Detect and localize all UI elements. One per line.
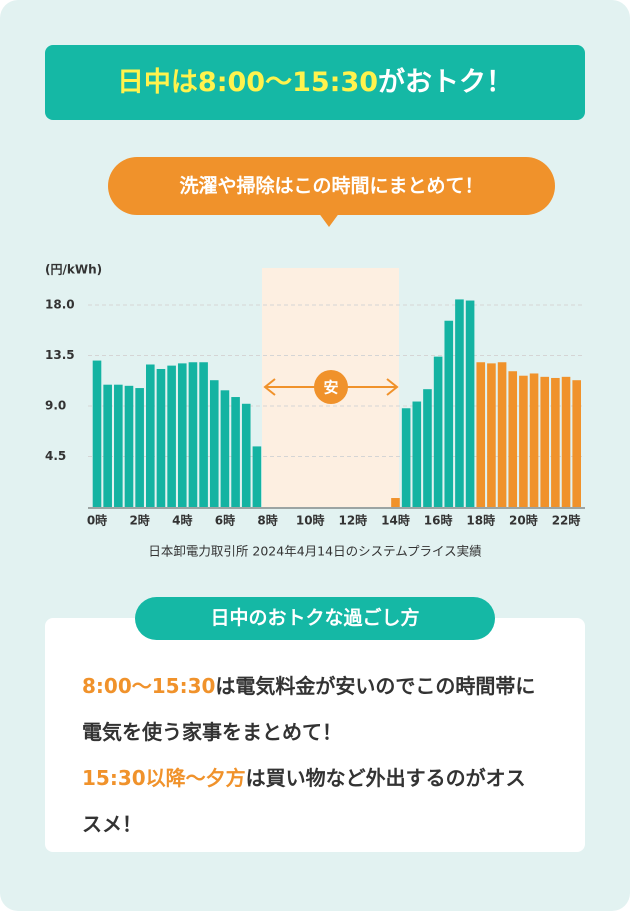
source: 日本卸電力取引所 2024年4月14日のシステムプライス実績	[148, 544, 481, 559]
highlight-text: 15:30以降〜夕方	[82, 766, 246, 790]
speech-bubble: 洗濯や掃除はこの時間にまとめて！	[108, 157, 555, 215]
x-tick-label: 2時	[129, 513, 149, 528]
bar	[423, 389, 432, 507]
body-text: は電気料金が安いのでこの時間帯に電気を使う家事をまとめて！	[82, 674, 536, 744]
body-line: 8:00〜15:30は電気料金が安いのでこの時間帯に電気を使う家事をまとめて！	[82, 663, 542, 755]
bar	[401, 408, 411, 507]
chart: (円/kWh) 日本卸電力取引所 2024年4月14日のシステムプライス実績 4…	[45, 263, 585, 559]
y-tick-label: 18.0	[45, 298, 75, 312]
bar	[135, 388, 144, 507]
bar	[231, 397, 240, 507]
bar	[188, 362, 198, 507]
annotation-badge	[314, 370, 348, 404]
bubble-tail	[318, 212, 340, 227]
bar	[412, 401, 422, 507]
highlight-text: 8:00〜15:30	[82, 674, 216, 698]
x-tick-label: 10時	[296, 513, 325, 528]
bar	[551, 377, 560, 507]
bar	[476, 362, 486, 507]
bar	[146, 364, 155, 507]
x-tick-label: 18時	[466, 513, 495, 528]
card	[45, 618, 585, 852]
x-tick-label: 12時	[338, 513, 367, 528]
title: がおトク！	[378, 67, 514, 98]
bar	[561, 376, 571, 507]
bar	[220, 390, 230, 507]
x-tick-label: 14時	[381, 513, 410, 528]
bar	[540, 376, 550, 507]
bar	[519, 375, 528, 507]
title-highlight: 日中は8:00〜15:30	[116, 67, 379, 98]
bar	[103, 384, 112, 507]
x-tick-label: 8時	[257, 513, 277, 528]
bar	[199, 362, 208, 507]
x-tick-label: 16時	[424, 513, 453, 528]
bar	[529, 373, 539, 507]
card-title: 日中のおトクな過ごし方	[135, 597, 495, 640]
y-axis-label: (円/kWh)	[45, 263, 102, 277]
x-tick-label: 22時	[552, 513, 581, 528]
bar	[177, 363, 187, 507]
bar	[114, 384, 123, 507]
bar	[487, 363, 496, 507]
bar	[252, 446, 262, 507]
y-tick-label: 13.5	[45, 348, 75, 362]
banner: 日中は8:00〜15:30がおトク！	[45, 45, 585, 120]
bar	[455, 299, 464, 507]
bar	[572, 380, 581, 507]
bar	[508, 371, 518, 507]
x-tick-label: 0時	[87, 513, 107, 528]
x-tick-label: 4時	[172, 513, 192, 528]
annotation: 安	[323, 379, 338, 397]
bar	[167, 365, 176, 507]
bar	[497, 362, 507, 507]
bar	[241, 403, 251, 507]
body-text: は買い物など外出するのがオススメ！	[82, 766, 526, 836]
bar	[92, 360, 102, 507]
card-body: 8:00〜15:30は電気料金が安いのでこの時間帯に電気を使う家事をまとめて！ 1…	[82, 663, 542, 847]
body-line: 15:30以降〜夕方は買い物など外出するのがオススメ！	[82, 755, 542, 847]
bar	[444, 320, 454, 507]
y-tick-label: 4.5	[45, 449, 66, 463]
bar	[465, 300, 475, 507]
x-tick-label: 20時	[509, 513, 538, 528]
bar	[124, 385, 134, 507]
bar	[391, 498, 400, 507]
arrow-head	[263, 378, 399, 396]
bar	[209, 380, 219, 507]
bar	[156, 368, 166, 507]
y-tick-label: 9.0	[45, 399, 66, 413]
x-tick-label: 6時	[215, 513, 235, 528]
bar	[433, 356, 443, 507]
